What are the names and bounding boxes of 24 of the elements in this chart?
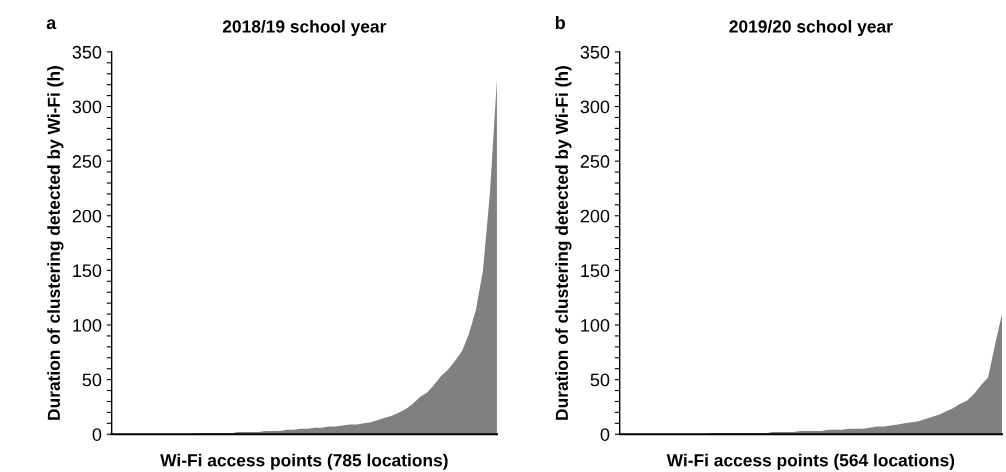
y-tick-label: 0 bbox=[600, 428, 610, 441]
x-axis-title: Wi-Fi access points (785 locations) bbox=[160, 453, 448, 470]
y-tick-label: 350 bbox=[72, 45, 102, 59]
y-tick-label: 150 bbox=[73, 264, 102, 278]
y-tick-label: 50 bbox=[82, 373, 102, 387]
y-tick-label: 350 bbox=[580, 45, 610, 59]
y-tick-label: 0 bbox=[92, 428, 102, 441]
y-tick-label: 100 bbox=[73, 318, 102, 332]
chart-title: 2018/19 school year bbox=[222, 19, 387, 37]
chart-title: 2019/20 school year bbox=[729, 19, 893, 37]
y-axis-title: Duration of clustering detected by Wi-Fi (h) bbox=[47, 66, 64, 420]
y-tick-label: 100 bbox=[581, 318, 610, 332]
text: a bbox=[46, 19, 57, 30]
y-tick-label: 200 bbox=[72, 209, 102, 223]
x-axis-title: Wi-Fi access points (564 locations) bbox=[666, 453, 955, 470]
y-tick-label: 250 bbox=[580, 155, 610, 168]
y-tick-label: 250 bbox=[72, 155, 102, 168]
text: b bbox=[555, 15, 565, 30]
y-tick-label: 300 bbox=[580, 100, 610, 114]
y-tick-label: 300 bbox=[72, 100, 102, 114]
y-tick-label: 200 bbox=[580, 209, 610, 223]
y-tick-label: 50 bbox=[590, 373, 610, 387]
y-tick-label: 150 bbox=[581, 264, 610, 278]
y-axis-title: Duration of clustering detected by Wi-Fi (h) bbox=[555, 66, 572, 420]
